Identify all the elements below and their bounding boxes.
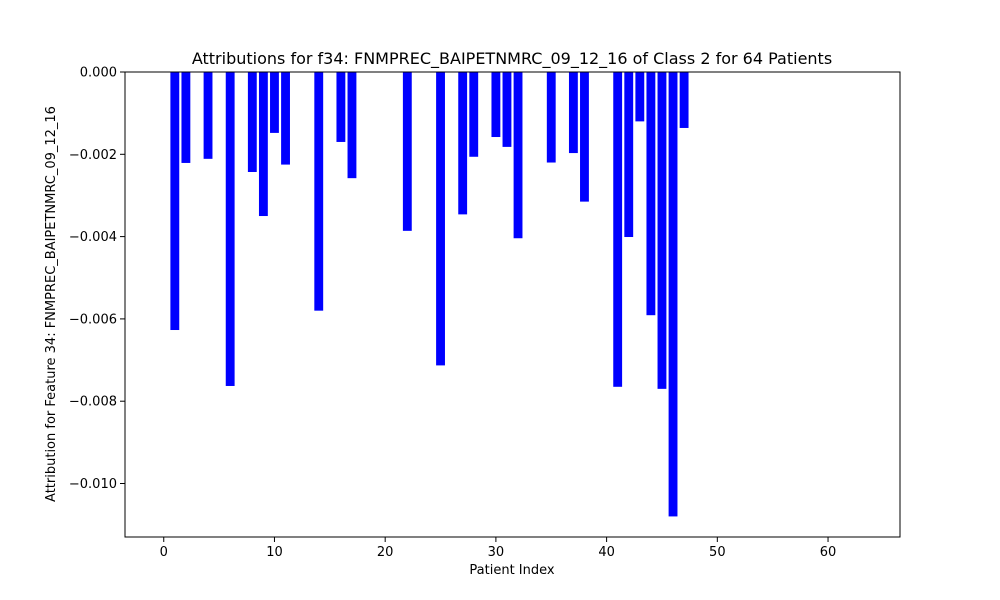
- x-tick-label: 10: [266, 545, 283, 560]
- bar: [170, 72, 180, 331]
- x-tick-label: 60: [820, 545, 837, 560]
- bar: [657, 72, 667, 389]
- bar: [181, 72, 191, 163]
- x-tick-label: 20: [377, 545, 394, 560]
- bar: [635, 72, 645, 122]
- bar: [336, 72, 346, 142]
- x-tick-label: 30: [488, 545, 505, 560]
- y-tick-label: −0.008: [69, 395, 117, 410]
- bar: [546, 72, 556, 163]
- bar: [258, 72, 268, 217]
- x-axis-label: Patient Index: [469, 563, 554, 578]
- bar: [491, 72, 501, 138]
- bar: [203, 72, 213, 159]
- plot-frame: [124, 71, 901, 538]
- bar: [347, 72, 357, 179]
- y-axis-label: Attribution for Feature 34: FNMPREC_BAIP…: [44, 106, 59, 502]
- bar: [613, 72, 623, 387]
- y-axis-ticks: 0.000 −0.002 −0.004 −0.006 −0.008 −0.010: [69, 66, 125, 492]
- bar: [247, 72, 257, 172]
- bar: [646, 72, 656, 316]
- bar: [668, 72, 678, 517]
- bar: [502, 72, 512, 147]
- bar: [568, 72, 578, 154]
- bar: [402, 72, 412, 231]
- chart-title: Attributions for f34: FNMPREC_BAIPETNMRC…: [192, 49, 832, 69]
- bar: [513, 72, 523, 239]
- bar: [580, 72, 589, 202]
- bars: [170, 72, 689, 517]
- bar: [469, 72, 479, 157]
- bar: [458, 72, 468, 215]
- y-tick-label: 0.000: [80, 66, 117, 81]
- y-tick-label: −0.002: [69, 148, 117, 163]
- bar: [436, 72, 445, 366]
- y-tick-label: −0.004: [69, 230, 117, 245]
- x-axis-ticks: 0 10 20 30 40 50 60: [160, 537, 837, 560]
- bar: [679, 72, 689, 128]
- x-tick-label: 40: [598, 545, 615, 560]
- bar: [314, 72, 324, 311]
- y-tick-label: −0.010: [69, 477, 117, 492]
- y-tick-label: −0.006: [69, 312, 117, 327]
- bar: [270, 72, 279, 133]
- x-tick-label: 0: [160, 545, 168, 560]
- x-tick-label: 50: [709, 545, 726, 560]
- bar: [225, 72, 235, 386]
- bar: [624, 72, 634, 238]
- bar: [281, 72, 290, 165]
